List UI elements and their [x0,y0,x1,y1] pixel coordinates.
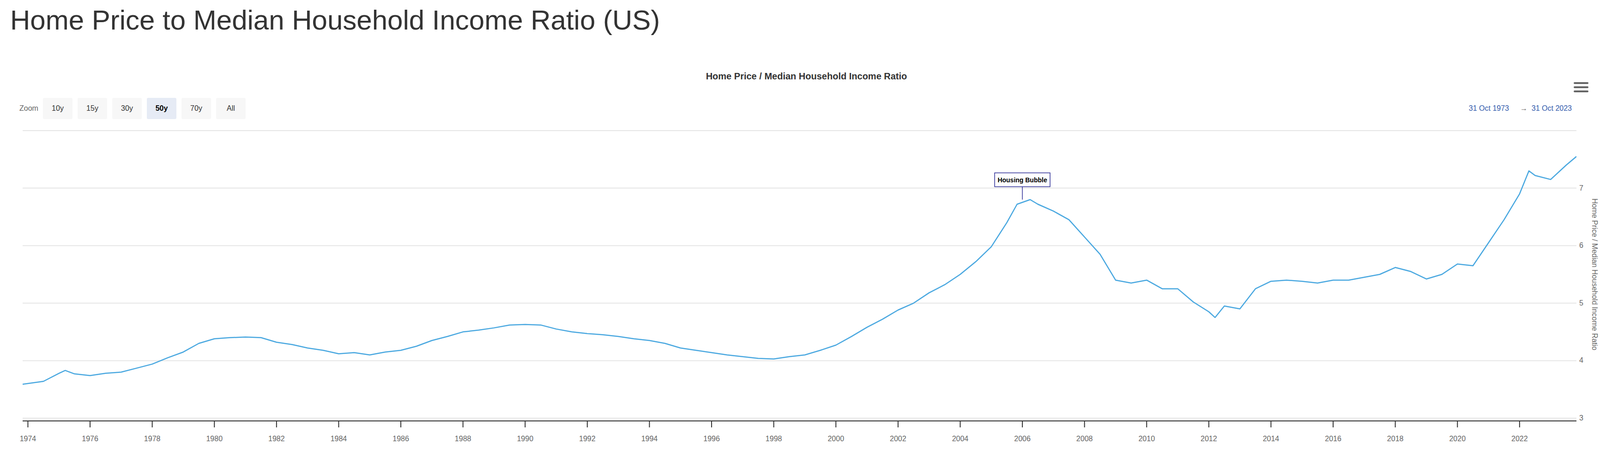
annotation-box [994,173,1051,188]
x-tick [1332,421,1334,428]
x-tick-label: 1978 [144,434,161,443]
zoom-button[interactable] [146,97,177,120]
zoom-label: Zoom [19,104,39,113]
zoom-button[interactable] [42,97,73,120]
x-tick [27,421,29,428]
x-tick-label: 1994 [641,434,659,443]
x-tick-label: 1984 [330,434,348,443]
zoom-button-label[interactable]: 15y [86,104,99,113]
x-tick [897,421,899,428]
x-axis-line [22,420,1577,422]
x-tick-label: 1980 [205,434,223,443]
zoom-button-label[interactable]: 70y [190,104,203,113]
x-tick [1208,421,1210,428]
zoom-button[interactable] [216,97,246,120]
grid-line [22,302,1577,304]
x-tick [835,421,837,428]
x-tick-label: 2018 [1387,434,1404,443]
range-end: 31 Oct 2023 [1531,104,1572,113]
x-tick-label: 2022 [1511,434,1528,443]
x-tick-label: 1990 [516,434,534,443]
plot-area [22,156,1577,385]
x-tick-label: 2006 [1014,434,1031,443]
zoom-button-label[interactable]: 30y [120,104,133,113]
grid-line [22,417,1577,419]
x-tick-label: 1974 [19,434,37,443]
x-tick-label: 2014 [1262,434,1280,443]
x-tick [151,421,153,428]
x-tick [400,421,402,428]
x-tick [648,421,650,428]
x-tick [1270,421,1272,428]
x-tick-label: 2008 [1076,434,1093,443]
y-tick-label: 6 [1579,241,1584,250]
zoom-button-label[interactable]: 50y [155,104,169,113]
grid-line [22,360,1577,362]
x-tick-label: 2020 [1449,434,1466,443]
menu-icon[interactable] [1573,90,1589,93]
menu-icon[interactable] [1573,82,1589,85]
x-tick [959,421,961,428]
y-tick-label: 3 [1579,414,1584,423]
x-tick [338,421,339,428]
x-tick-label: 2004 [952,434,969,443]
grid-line [22,187,1577,189]
x-tick-label: 1998 [765,434,783,443]
x-tick-label: 1976 [81,434,99,443]
x-tick [1456,421,1458,428]
x-tick-label: 2016 [1324,434,1342,443]
chart-title: Home Price / Median Household Income Rat… [706,71,908,82]
x-tick [89,421,91,428]
y-tick-label: 7 [1579,184,1584,193]
y-tick-label: 4 [1579,356,1584,365]
x-tick-label: 1988 [454,434,472,443]
x-tick [1021,421,1023,428]
plot-top-edge [22,130,1577,132]
x-tick-label: 1982 [268,434,285,443]
zoom-button[interactable] [112,97,142,120]
x-tick-label: 1992 [579,434,596,443]
range-separator: → [1520,104,1528,113]
x-tick-label: 1986 [392,434,410,443]
zoom-button-label[interactable]: All [226,104,236,113]
y-tick-label: 5 [1579,299,1584,308]
data-line [22,156,1577,385]
x-tick [586,421,588,428]
chart: Home Price to Median Household Income Ra… [0,0,1600,456]
x-tick [276,421,278,428]
grid-line [22,245,1577,247]
y-axis-title: Home Price / Median Household Income Rat… [1590,198,1599,351]
menu-icon[interactable] [1573,86,1589,89]
x-tick [524,421,526,428]
x-tick-label: 2012 [1200,434,1218,443]
x-tick [1146,421,1148,428]
range-start: 31 Oct 1973 [1468,104,1510,113]
x-tick [711,421,713,428]
x-tick-label: 1996 [703,434,720,443]
x-tick [1394,421,1396,428]
x-tick [1084,421,1086,428]
zoom-button-label[interactable]: 10y [51,104,64,113]
annotation-label: Housing Bubble [997,176,1048,184]
x-tick-label: 2000 [827,434,845,443]
annotation-connector [1021,187,1023,200]
x-tick [1519,421,1521,428]
x-tick-label: 2010 [1138,434,1155,443]
x-tick [462,421,464,428]
x-tick-label: 2002 [889,434,907,443]
x-tick [213,421,215,428]
zoom-button[interactable] [77,97,108,120]
zoom-button[interactable] [181,97,212,120]
page-title: Home Price to Median Household Income Ra… [10,4,660,36]
x-tick [773,421,775,428]
